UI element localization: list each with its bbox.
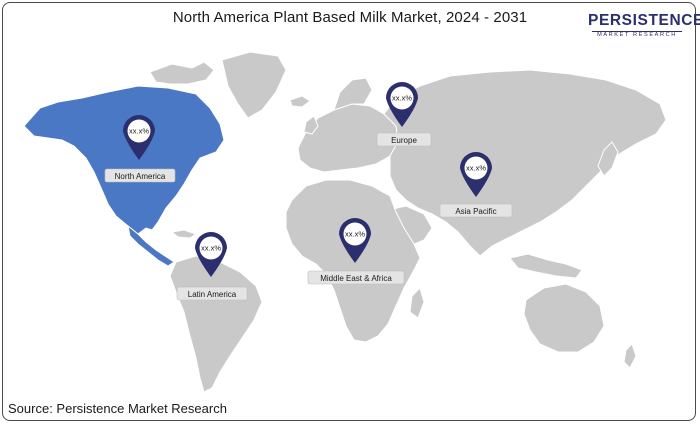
madagascar <box>409 287 425 319</box>
pin-europe: xx.x% Europe <box>376 82 432 147</box>
scandinavia <box>333 77 373 111</box>
british-isles <box>303 115 319 135</box>
region-value: xx.x% <box>392 94 412 103</box>
japan <box>597 141 619 177</box>
source-note: Source: Persistence Market Research <box>8 401 227 416</box>
region-label: Asia Pacific <box>455 207 496 216</box>
pin-inner-circle <box>127 119 151 143</box>
new-zealand <box>623 343 637 369</box>
region-label-box <box>439 203 513 218</box>
region-label: Latin America <box>188 290 237 299</box>
region-label: Middle East & Africa <box>320 274 392 283</box>
region-value: xx.x% <box>201 244 221 253</box>
region-pins: xx.x% North America xx.x% Europe xx.x% Asia P… <box>104 82 513 301</box>
pin-inner-circle <box>390 86 414 110</box>
logo-tagline: MARKET RESEARCH <box>597 32 677 38</box>
region-label-box <box>376 132 432 147</box>
logo-divider <box>592 31 682 32</box>
logo-wordmark: PERSISTENCE <box>588 12 700 29</box>
region-value: xx.x% <box>129 127 149 136</box>
map-title: North America Plant Based Milk Market, 2… <box>172 9 528 26</box>
region-value: xx.x% <box>345 230 365 239</box>
pin-north-america: xx.x% North America <box>104 115 176 183</box>
pin-asia-pacific: xx.x% Asia Pacific <box>439 152 513 218</box>
central-america <box>127 224 175 267</box>
pin-latin-america: xx.x% Latin America <box>176 232 248 301</box>
region-label: Europe <box>391 136 417 145</box>
south-america <box>169 255 263 393</box>
region-label-box <box>176 286 248 301</box>
australia <box>523 283 605 353</box>
pin-inner-circle <box>343 222 367 246</box>
iceland <box>289 95 311 108</box>
pin-inner-circle <box>199 236 223 260</box>
region-label-box <box>104 168 176 183</box>
caribbean <box>170 229 198 239</box>
region-label-box <box>307 270 405 285</box>
region-value: xx.x% <box>466 164 486 173</box>
southeast-asia-islands <box>509 253 583 279</box>
north-america <box>23 85 225 235</box>
africa <box>285 179 421 343</box>
region-label: North America <box>115 172 166 181</box>
arctic-islands <box>149 61 215 85</box>
persistence-logo: PERSISTENCE MARKET RESEARCH <box>588 10 700 46</box>
greenland <box>221 51 287 119</box>
pin-inner-circle <box>464 156 488 180</box>
pin-middle-east-and-africa: xx.x% Middle East & Africa <box>307 218 405 285</box>
